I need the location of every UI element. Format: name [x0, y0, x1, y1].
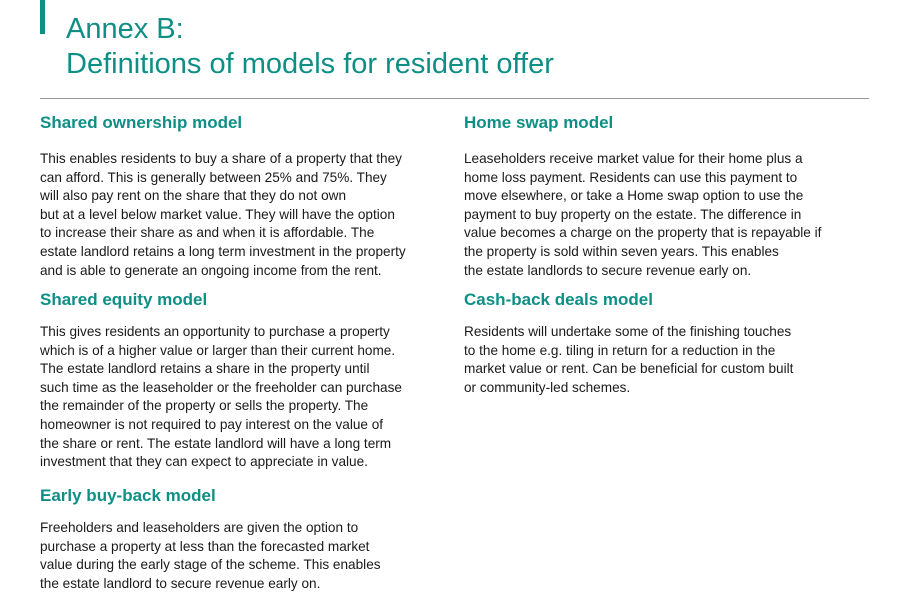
body-line: such time as the leaseholder or the free… — [40, 379, 402, 395]
body-line: and is able to generate an ongoing incom… — [40, 262, 382, 278]
body-line: This gives residents an opportunity to p… — [40, 324, 390, 339]
body-line: estate landlord retains a long term inve… — [40, 243, 406, 259]
section-body: This enables residents to buy a share of… — [40, 150, 450, 280]
section-home-swap: Home swap model Leaseholders receive mar… — [464, 113, 874, 280]
body-line: which is of a higher value or larger tha… — [40, 342, 396, 358]
body-line: value becomes a charge on the property t… — [464, 225, 822, 241]
section-heading: Early buy-back model — [40, 486, 216, 505]
body-line: can afford. This is generally between 25… — [40, 169, 387, 185]
body-line: the remainder of the property or sells t… — [40, 398, 369, 414]
body-line: value during the early stage of the sche… — [40, 557, 381, 573]
page-title-line2: Definitions of models for resident offer — [66, 48, 554, 80]
body-line: but at a level below market value. They … — [40, 206, 395, 222]
body-line: or community-led schemes. — [464, 379, 631, 395]
section-body: Freeholders and leaseholders are given t… — [40, 519, 450, 593]
body-line: The estate landlord retains a share in t… — [40, 361, 370, 377]
body-line: homeowner is not required to pay interes… — [40, 416, 384, 432]
body-line: move elsewhere, or take a Home swap opti… — [464, 188, 804, 204]
body-line: the property is sold within seven years.… — [464, 243, 779, 259]
title-accent-bar — [40, 0, 45, 34]
body-line: to the home e.g. tiling in return for a … — [464, 342, 776, 358]
body-line: home loss payment. Residents can use thi… — [464, 169, 798, 185]
section-shared-equity: Shared equity model This gives residents… — [40, 290, 450, 472]
section-heading: Cash-back deals model — [464, 290, 653, 309]
body-line: will also pay rent on the share that the… — [40, 188, 347, 204]
section-early-buy-back: Early buy-back model Freeholders and lea… — [40, 486, 450, 593]
body-line: payment to buy property on the estate. T… — [464, 206, 802, 222]
page-title-line1: Annex B: — [66, 13, 184, 45]
body-line: This enables residents to buy a share of… — [40, 151, 402, 166]
section-body: Residents will undertake some of the fin… — [464, 323, 874, 397]
header-divider — [40, 98, 869, 99]
body-line: Residents will undertake some of the fin… — [464, 324, 792, 339]
section-heading: Shared ownership model — [40, 113, 243, 132]
section-cash-back-deals: Cash-back deals model Residents will und… — [464, 290, 874, 397]
section-heading: Shared equity model — [40, 290, 208, 309]
section-body: Leaseholders receive market value for th… — [464, 150, 874, 280]
body-line: the estate landlord to secure revenue ea… — [40, 575, 321, 591]
page-title: Annex B: Definitions of models for resid… — [66, 12, 554, 82]
body-line: Freeholders and leaseholders are given t… — [40, 520, 359, 535]
body-line: Leaseholders receive market value for th… — [464, 151, 803, 166]
body-line: market value or rent. Can be beneficial … — [464, 361, 794, 377]
section-heading: Home swap model — [464, 113, 614, 132]
body-line: the share or rent. The estate landlord w… — [40, 435, 392, 451]
section-shared-ownership: Shared ownership model This enables resi… — [40, 113, 450, 280]
section-body: This gives residents an opportunity to p… — [40, 323, 450, 472]
body-line: purchase a property at less than the for… — [40, 538, 370, 554]
body-line: investment that they can expect to appre… — [40, 454, 368, 470]
body-line: to increase their share as and when it i… — [40, 225, 375, 241]
body-line: the estate landlords to secure revenue e… — [464, 262, 752, 278]
